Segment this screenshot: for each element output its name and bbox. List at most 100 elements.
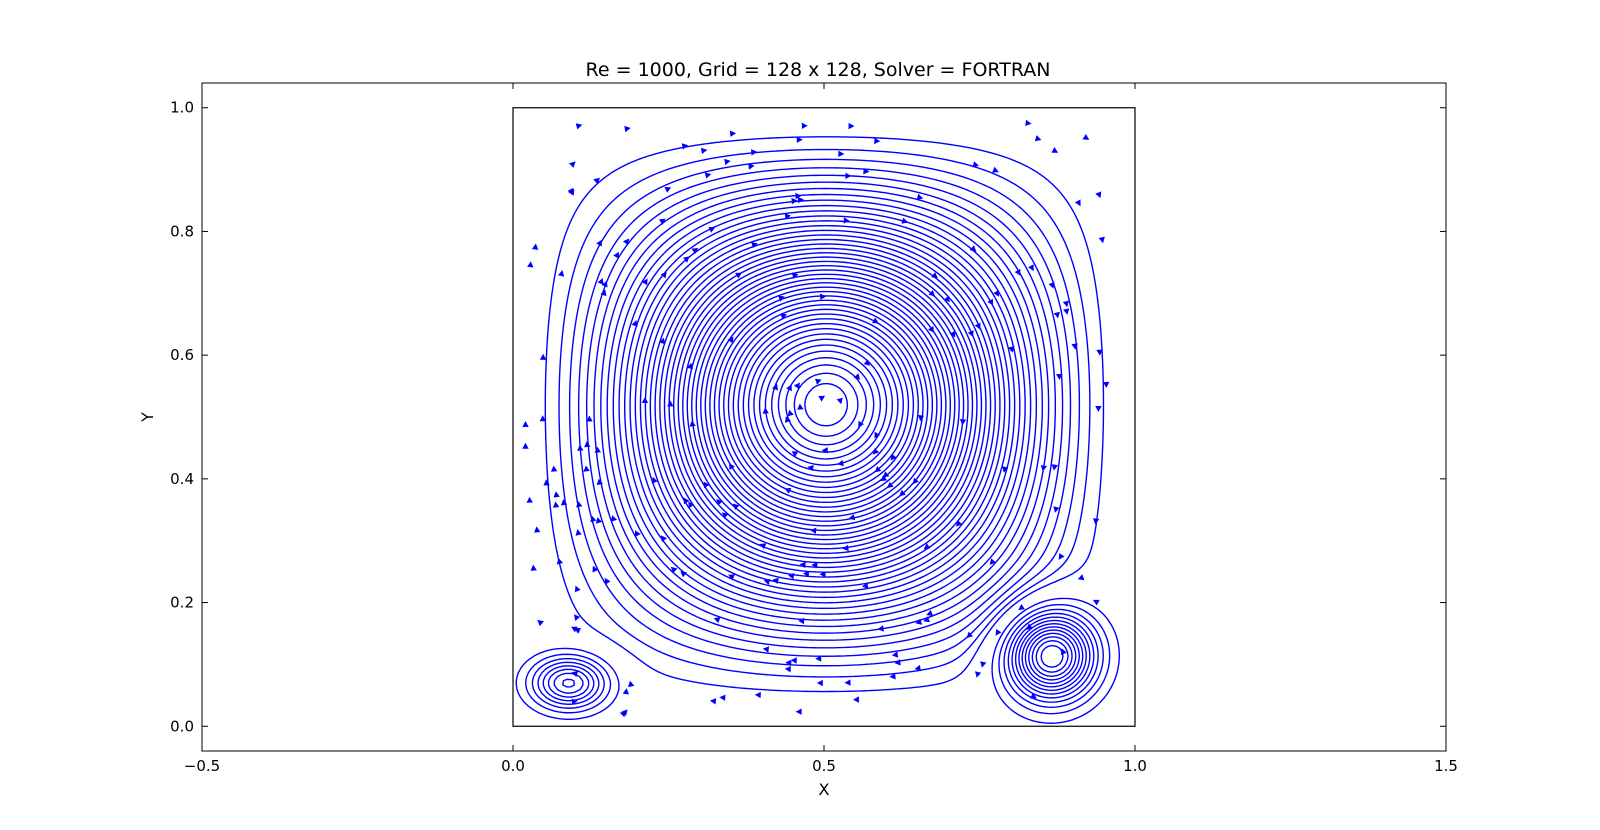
streamline bbox=[568, 158, 1081, 667]
flow-arrow bbox=[899, 489, 906, 497]
cavity-boundary bbox=[512, 107, 1136, 727]
flow-arrow bbox=[1014, 268, 1021, 276]
flow-arrow bbox=[790, 657, 797, 664]
flow-arrow bbox=[959, 419, 967, 426]
flow-arrow bbox=[843, 217, 850, 224]
flow-arrow bbox=[796, 136, 803, 143]
flow-arrow bbox=[1095, 406, 1102, 412]
y-tick-label: 0.4 bbox=[170, 470, 194, 488]
streamline bbox=[558, 148, 1091, 678]
streamline bbox=[663, 247, 987, 569]
flow-arrow bbox=[600, 289, 607, 297]
flow-arrow bbox=[596, 478, 603, 486]
flow-arrow bbox=[680, 571, 687, 578]
flow-arrow bbox=[917, 414, 925, 422]
streamline bbox=[623, 210, 1026, 610]
flow-arrow bbox=[526, 496, 533, 503]
flow-arrow bbox=[1048, 282, 1055, 289]
flow-arrow bbox=[1060, 648, 1067, 656]
flow-arrow bbox=[811, 562, 818, 569]
flow-arrow bbox=[688, 501, 695, 509]
flow-arrow bbox=[788, 573, 795, 580]
flow-arrow bbox=[1082, 134, 1090, 140]
streamline bbox=[771, 350, 882, 460]
flow-arrow bbox=[709, 698, 717, 705]
flow-arrow bbox=[901, 217, 909, 224]
flow-arrow bbox=[762, 407, 769, 414]
flow-arrow bbox=[539, 415, 546, 422]
flow-arrow bbox=[670, 566, 678, 574]
flow-arrow bbox=[729, 130, 737, 137]
flow-arrow bbox=[974, 322, 981, 330]
flow-arrow bbox=[624, 125, 631, 133]
flow-arrow bbox=[703, 481, 710, 489]
streamline bbox=[753, 333, 899, 478]
flow-arrow bbox=[816, 679, 823, 687]
flow-arrow bbox=[969, 245, 977, 252]
flow-arrow bbox=[1063, 308, 1070, 315]
flow-arrow bbox=[534, 526, 541, 533]
flow-arrow bbox=[553, 501, 560, 508]
flow-arrow bbox=[1008, 346, 1015, 353]
flow-arrow bbox=[923, 616, 930, 623]
flow-arrow bbox=[683, 497, 690, 505]
flow-arrow bbox=[778, 295, 785, 302]
flow-arrow bbox=[571, 626, 578, 633]
x-tick-label: 1.5 bbox=[1434, 757, 1458, 775]
x-tick-label: 0.0 bbox=[501, 757, 525, 775]
streamline bbox=[639, 224, 1011, 593]
flow-arrow bbox=[787, 409, 794, 417]
streamline bbox=[593, 181, 1057, 641]
flow-arrow bbox=[891, 651, 899, 658]
flow-arrow bbox=[543, 479, 550, 486]
flow-arrow bbox=[1053, 506, 1060, 513]
flow-arrow bbox=[558, 270, 565, 277]
streamline bbox=[515, 597, 1121, 724]
flow-arrow bbox=[1056, 373, 1063, 380]
flow-arrow bbox=[872, 448, 880, 455]
flow-arrow bbox=[786, 384, 792, 392]
flow-arrow bbox=[956, 520, 963, 527]
flow-arrow bbox=[683, 256, 690, 263]
streamline bbox=[612, 199, 1038, 621]
flow-arrow bbox=[704, 172, 712, 179]
flow-arrow bbox=[751, 149, 758, 156]
flow-arrow bbox=[621, 709, 628, 716]
flow-arrow bbox=[838, 150, 845, 157]
flow-arrow bbox=[595, 517, 603, 524]
flow-arrow bbox=[819, 571, 826, 578]
streamline bbox=[785, 364, 868, 446]
flow-arrow bbox=[784, 666, 791, 673]
flow-arrow bbox=[853, 373, 861, 380]
flow-arrow bbox=[667, 400, 674, 407]
flow-arrow bbox=[1034, 135, 1042, 142]
flow-arrow bbox=[751, 242, 758, 249]
flow-arrow bbox=[992, 166, 999, 173]
streamline bbox=[777, 357, 875, 453]
streamline bbox=[747, 328, 904, 483]
flow-arrow bbox=[874, 431, 881, 439]
flow-arrow bbox=[931, 272, 938, 279]
flow-arrow bbox=[575, 123, 583, 130]
streamline bbox=[677, 260, 974, 555]
flow-arrow bbox=[713, 617, 721, 624]
flow-arrow bbox=[861, 582, 869, 589]
flow-arrow bbox=[815, 655, 822, 662]
streamline bbox=[629, 215, 1021, 604]
flow-arrow bbox=[882, 471, 890, 478]
streamline bbox=[1028, 632, 1077, 681]
flow-arrow bbox=[601, 280, 608, 288]
flow-arrow bbox=[728, 574, 735, 581]
flow-arrow bbox=[658, 337, 665, 345]
flow-arrow bbox=[708, 227, 716, 233]
streamline bbox=[758, 338, 894, 472]
flow-arrow bbox=[793, 382, 800, 390]
flow-arrow bbox=[531, 243, 539, 250]
flow-arrow bbox=[1028, 264, 1034, 272]
flow-arrow bbox=[584, 441, 591, 448]
streamline bbox=[713, 295, 938, 518]
flow-arrow bbox=[791, 197, 798, 205]
flow-arrow bbox=[874, 137, 881, 145]
streamline bbox=[585, 174, 1064, 649]
flow-arrow bbox=[785, 416, 791, 423]
